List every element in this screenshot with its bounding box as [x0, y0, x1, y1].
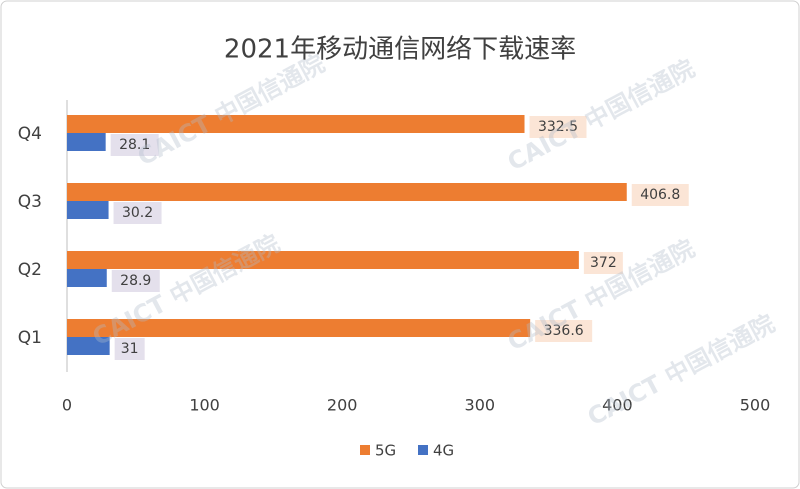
data-label-box [529, 116, 587, 138]
data-label-box [113, 202, 162, 224]
bar [67, 133, 106, 151]
y-tick-label: Q2 [18, 260, 42, 280]
x-tick-label: 100 [189, 396, 220, 415]
legend-swatch [360, 445, 370, 455]
data-label: 372 [590, 255, 617, 271]
x-tick-label: 200 [327, 396, 358, 415]
data-label-box [583, 252, 623, 274]
data-label-box [535, 320, 593, 342]
x-tick-label: 500 [740, 396, 771, 415]
legend-swatch [418, 445, 428, 455]
y-tick-label: Q4 [18, 124, 42, 144]
x-tick-label: 400 [602, 396, 633, 415]
bar [67, 319, 531, 337]
x-tick-label: 0 [62, 396, 72, 415]
legend-label: 5G [375, 442, 396, 460]
data-label: 28.1 [119, 137, 150, 153]
chart-title: 2021年移动通信网络下载速率 [224, 35, 576, 65]
data-label-box [114, 338, 145, 360]
bar [67, 183, 627, 201]
bar [67, 115, 525, 133]
data-label: 28.9 [120, 273, 151, 289]
data-label-box [110, 134, 159, 156]
data-label: 336.6 [544, 323, 584, 339]
bar [67, 251, 579, 269]
data-label: 31 [121, 341, 139, 357]
data-label: 30.2 [122, 205, 153, 221]
data-label: 332.5 [538, 119, 578, 135]
data-label-box [631, 184, 689, 206]
bar [67, 269, 107, 287]
data-label-box [111, 270, 160, 292]
y-tick-label: Q3 [18, 192, 42, 212]
legend-label: 4G [433, 442, 454, 460]
bar [67, 337, 110, 355]
bar [67, 201, 109, 219]
x-tick-label: 300 [465, 396, 496, 415]
data-label: 406.8 [640, 187, 680, 203]
y-tick-label: Q1 [18, 328, 42, 348]
